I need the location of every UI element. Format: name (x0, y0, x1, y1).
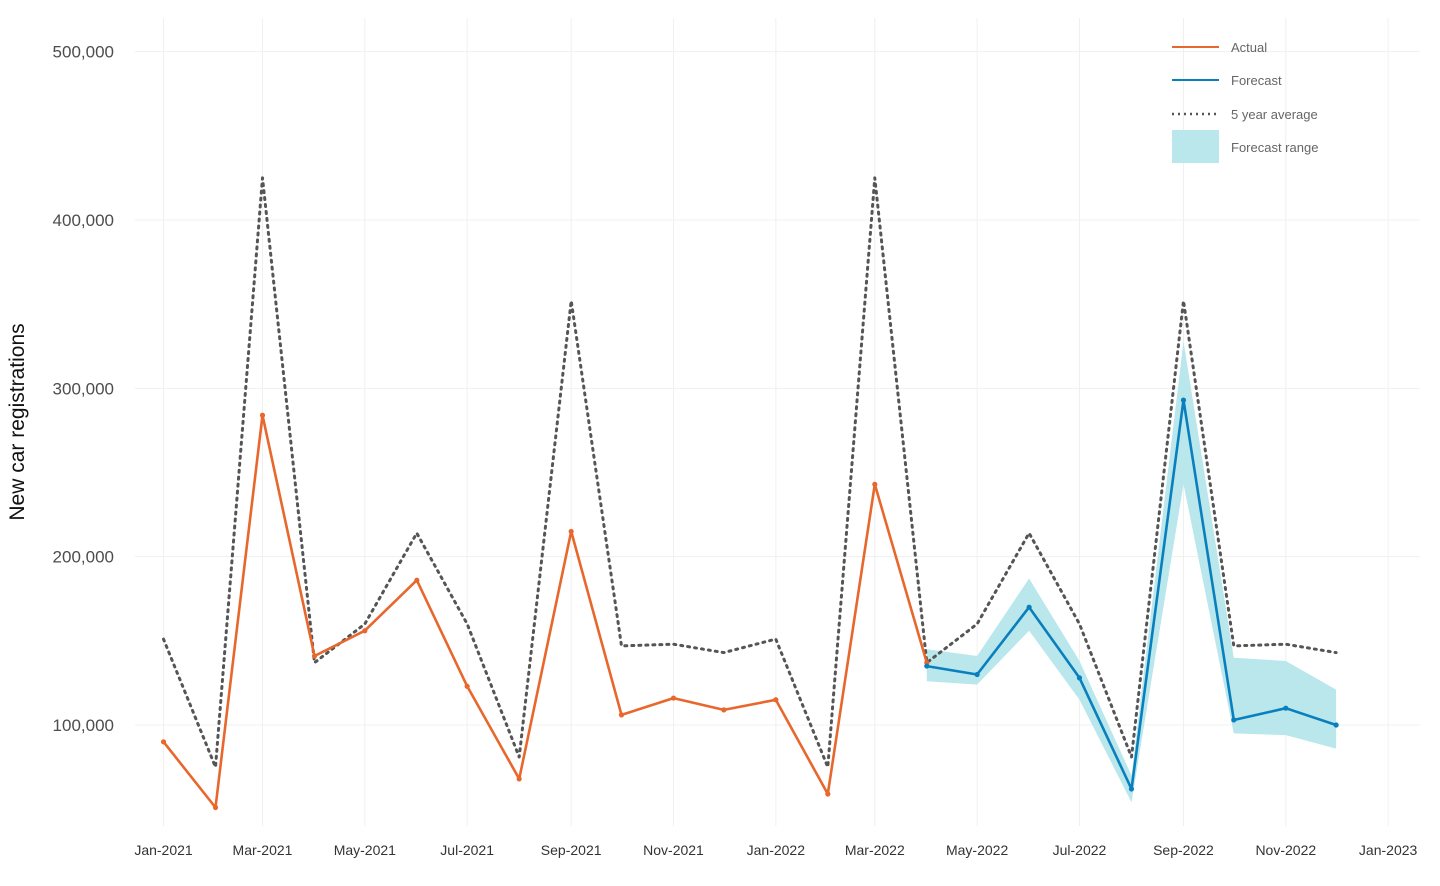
forecast-data-point (1180, 397, 1187, 403)
avg-series-line (162, 176, 1338, 769)
forecast-data-point (1128, 786, 1135, 792)
x-tick-label: Mar-2022 (845, 842, 905, 858)
actual-data-point (670, 695, 677, 701)
actual-data-point (825, 791, 831, 797)
x-tick-label: Jul-2022 (1053, 842, 1107, 858)
actual-series-line (162, 413, 929, 809)
actual-data-point (414, 577, 420, 583)
forecast-range-layer (926, 341, 1337, 803)
legend-label-actual: Actual (1231, 40, 1267, 55)
actual-data-point (516, 776, 522, 782)
legend: Actual Forecast 5 year average Forecast ran… (1172, 40, 1318, 163)
y-tick-label: 300,000 (53, 379, 114, 398)
y-axis-label: New car registrations (6, 323, 29, 520)
forecast-data-point (1333, 722, 1339, 728)
x-tick-label: Jan-2023 (1359, 842, 1418, 858)
legend-label-forecast: Forecast (1231, 73, 1282, 88)
x-tick-label: Mar-2021 (233, 842, 293, 858)
x-tick-label: Jan-2021 (134, 842, 193, 858)
forecast-data-point (924, 663, 930, 669)
actual-data-point (259, 412, 266, 418)
legend-label-range: Forecast range (1231, 140, 1318, 155)
x-tick-label: May-2021 (334, 842, 396, 858)
x-axis-ticks: Jan-2021 Mar-2021 May-2021 Jul-2021 Sep-2021… (134, 842, 1417, 858)
grid-lines (135, 18, 1420, 826)
x-tick-label: Jan-2022 (747, 842, 806, 858)
actual-data-point (618, 712, 625, 718)
x-tick-label: Sep-2022 (1153, 842, 1214, 858)
actual-data-point (721, 707, 727, 713)
y-tick-label: 400,000 (53, 211, 114, 230)
actual-data-point (212, 804, 219, 811)
x-tick-label: Nov-2021 (643, 842, 704, 858)
forecast-data-point (1231, 717, 1237, 723)
actual-data-point (311, 653, 318, 659)
forecast-data-point (1026, 604, 1032, 610)
legend-swatch-forecast-range (1172, 130, 1219, 163)
actual-series-layer (160, 412, 930, 811)
x-tick-label: Sep-2021 (541, 842, 602, 858)
forecast-series-layer (924, 397, 1339, 792)
actual-data-point (160, 739, 167, 745)
five-year-average-layer (162, 176, 1338, 769)
actual-data-point (464, 683, 470, 689)
x-tick-label: Nov-2022 (1255, 842, 1316, 858)
actual-data-point (362, 628, 368, 634)
forecast-data-point (1076, 675, 1083, 681)
actual-data-point (568, 528, 574, 535)
forecast-data-point (1283, 705, 1289, 711)
actual-data-point (773, 697, 779, 703)
y-axis-ticks: 100,000 200,000 300,000 400,000 500,000 (53, 43, 114, 735)
forecast-data-point (974, 671, 980, 678)
forecast-range-band (926, 341, 1337, 803)
x-tick-label: Jul-2021 (440, 842, 494, 858)
y-tick-label: 200,000 (53, 548, 114, 567)
y-tick-label: 500,000 (53, 43, 114, 62)
x-tick-label: May-2022 (946, 842, 1008, 858)
y-tick-label: 100,000 (53, 716, 114, 735)
actual-data-point (872, 481, 878, 487)
legend-label-avg: 5 year average (1231, 107, 1318, 122)
